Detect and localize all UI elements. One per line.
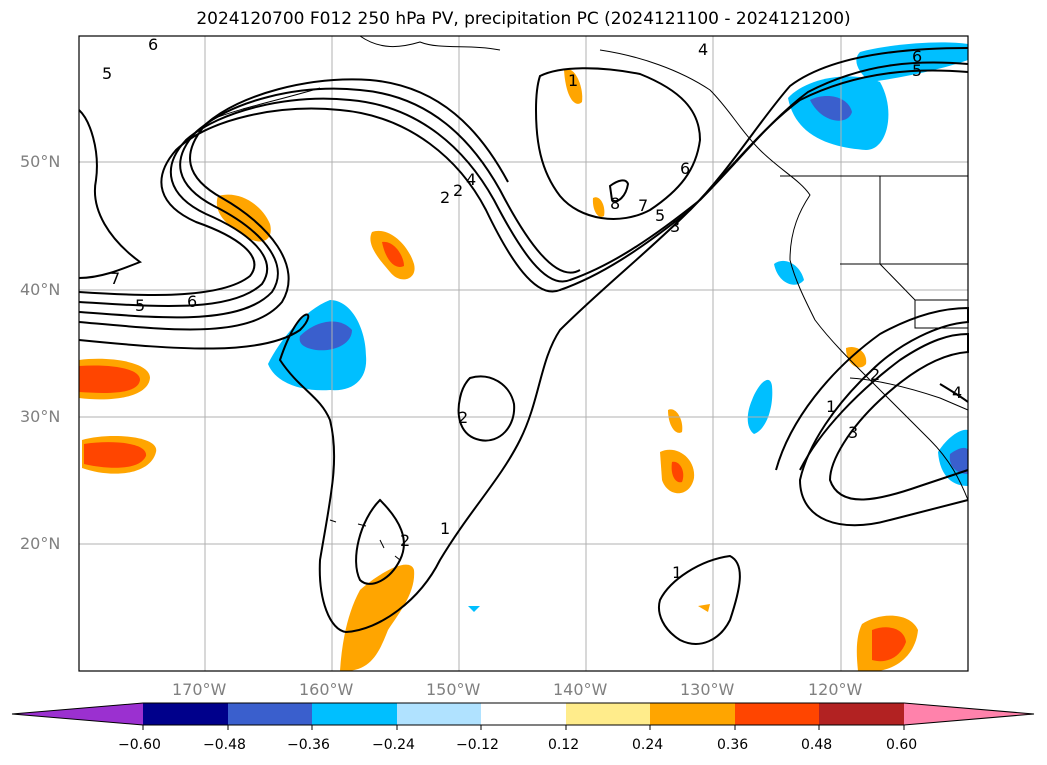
precip-negative-area <box>468 606 480 612</box>
contour-label: 5 <box>655 206 665 225</box>
contour-label: 3 <box>848 423 858 442</box>
colorbar-segment <box>312 703 397 725</box>
colorbar-tick-label: −0.36 <box>287 737 330 753</box>
colorbar-segment <box>566 703 650 725</box>
contour-label: 1 <box>672 563 682 582</box>
contour-label: 6 <box>912 47 922 66</box>
contour-label: 2 <box>453 181 463 200</box>
pv-contours <box>78 47 969 645</box>
contour-label: 1 <box>440 519 450 538</box>
precip-strong-area <box>382 241 404 267</box>
precip-positive-area <box>340 564 415 671</box>
map-background <box>79 36 968 671</box>
contour-label: 6 <box>680 159 690 178</box>
precip-positive-area <box>592 197 605 217</box>
precip-positive-area <box>564 68 583 104</box>
colorbar-tick-label: 0.36 <box>717 737 749 753</box>
colorbar-segment <box>228 703 312 725</box>
colorbar-segment <box>735 703 819 725</box>
contour-label: 1 <box>568 71 578 90</box>
gridlines <box>79 36 968 671</box>
colorbar-tick-label: 0.60 <box>886 737 918 753</box>
coastlines <box>209 35 969 561</box>
colorbar <box>11 702 1035 730</box>
contour-label: 8 <box>610 194 620 213</box>
colorbar-segment <box>397 703 481 725</box>
contour-label: 4 <box>698 40 708 59</box>
colorbar-tick-label: −0.48 <box>203 737 246 753</box>
contour-label: 3 <box>670 217 680 236</box>
contour-label: 7 <box>638 196 648 215</box>
contour-label: 2 <box>870 365 880 384</box>
colorbar-extend-high <box>904 703 1034 725</box>
contour-label-group: 6 5 4 2 7 5 6 4 2 6 8 7 5 3 1 6 5 2 1 2 … <box>102 35 962 582</box>
precip-positive-area <box>698 604 710 612</box>
contour-label: 2 <box>458 408 468 427</box>
contour-label: 4 <box>952 383 962 402</box>
contour-label: 6 <box>148 35 158 54</box>
contour-label: 4 <box>466 170 476 189</box>
contour-label: 5 <box>102 64 112 83</box>
precip-strong-negative-area <box>949 447 968 474</box>
lon-label: 150°W <box>426 680 481 699</box>
precip-positive-area <box>668 409 683 433</box>
precip-positive-area <box>846 346 867 368</box>
lon-label: 170°W <box>172 680 227 699</box>
colorbar-extend-low <box>12 703 143 725</box>
lat-label: 20°N <box>20 534 61 553</box>
colorbar-tick-label: −0.24 <box>372 737 415 753</box>
lon-label: 140°W <box>553 680 608 699</box>
lon-label: 130°W <box>680 680 735 699</box>
contour-label: 6 <box>187 292 197 311</box>
precip-fields <box>79 42 968 671</box>
colorbar-segment <box>650 703 735 725</box>
contour-label: 2 <box>400 531 410 550</box>
contour-label: 5 <box>135 296 145 315</box>
colorbar-segment <box>819 703 904 725</box>
lon-label: 160°W <box>299 680 354 699</box>
colorbar-tick-label: −0.12 <box>456 737 499 753</box>
colorbar-tick-label: −0.60 <box>118 737 161 753</box>
map-frame <box>78 35 969 672</box>
contour-label: 5 <box>912 61 922 80</box>
precip-strong-area <box>671 461 684 483</box>
contour-label: 7 <box>110 269 120 288</box>
precip-strong-area <box>84 442 147 468</box>
lat-label: 30°N <box>20 407 61 426</box>
colorbar-tick-label: 0.12 <box>548 737 580 753</box>
precip-strong-area <box>79 365 140 393</box>
colorbar-tick-label: 0.48 <box>801 737 833 753</box>
colorbar-segment <box>143 703 228 725</box>
lat-label: 40°N <box>20 280 61 299</box>
contour-label: 2 <box>440 188 450 207</box>
precip-strong-area <box>872 627 906 662</box>
precip-positive-area <box>216 194 271 242</box>
precip-negative-area <box>747 379 773 434</box>
colorbar-tick-label: 0.24 <box>632 737 664 753</box>
lon-label: 120°W <box>808 680 863 699</box>
precip-strong-negative-area <box>299 321 352 351</box>
contour-label: 1 <box>826 397 836 416</box>
lat-label: 50°N <box>20 152 61 171</box>
colorbar-segment <box>481 703 566 725</box>
map-title: 2024120700 F012 250 hPa PV, precipitatio… <box>196 9 851 29</box>
